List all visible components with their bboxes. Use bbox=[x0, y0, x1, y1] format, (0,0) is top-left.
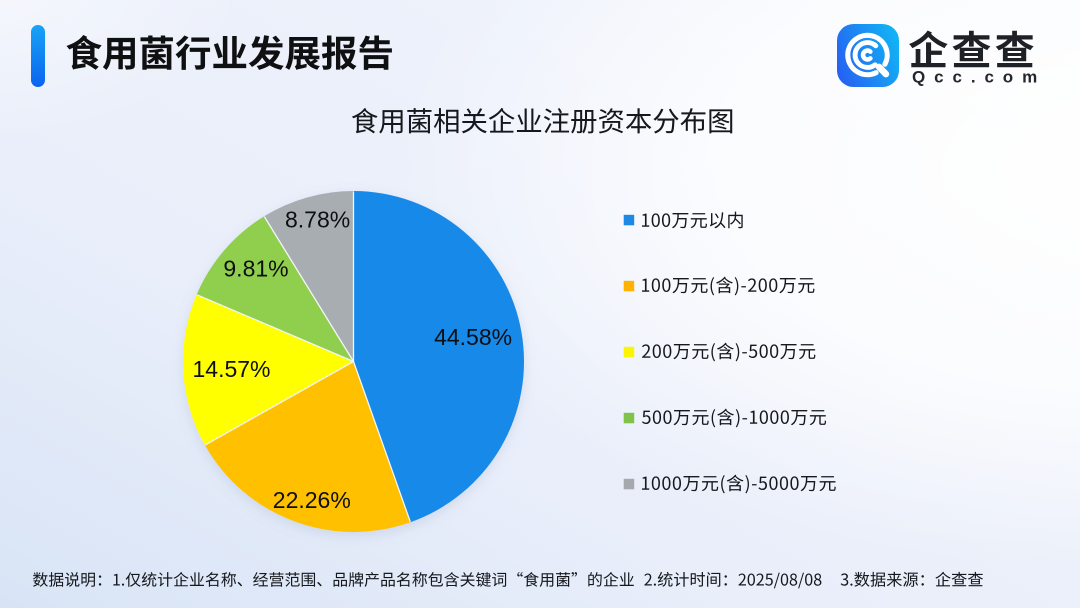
svg-text:44.58%: 44.58% bbox=[434, 324, 512, 350]
svg-text:8.78%: 8.78% bbox=[285, 207, 350, 233]
svg-text:9.81%: 9.81% bbox=[223, 255, 288, 281]
svg-text:Qcc.com: Qcc.com bbox=[912, 68, 1046, 87]
svg-text:14.57%: 14.57% bbox=[192, 356, 270, 382]
svg-text:22.26%: 22.26% bbox=[273, 487, 351, 513]
